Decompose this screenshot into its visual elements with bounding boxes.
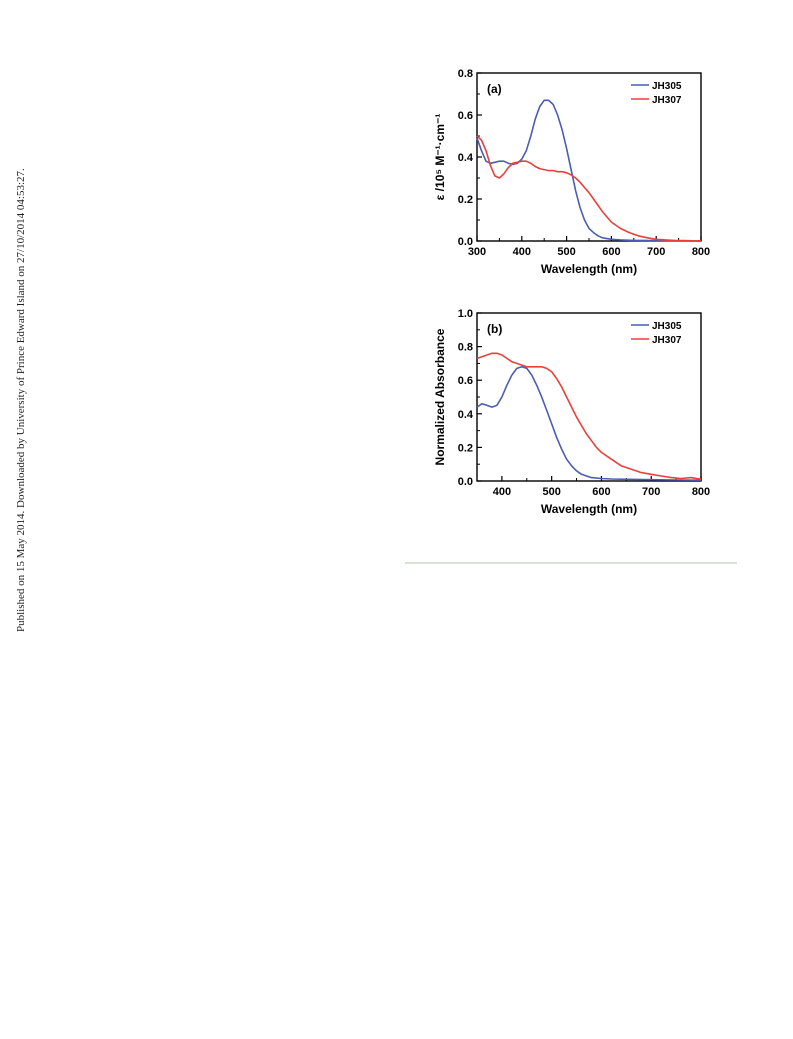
series-line-jh305	[476, 99, 702, 242]
chart-b: 400 500 600 700 800 0.0 0.2 0.4 0.6 0.8 1.0 Wavelen…	[433, 308, 710, 516]
x-tick-label: 700	[647, 246, 665, 258]
x-tick-label: 700	[642, 486, 660, 498]
y-tick-label: 0.8	[458, 68, 473, 80]
chart-a: 300 400 500 600 700 800 0.0 0.2 0.4 0.6 0.8 Wavelen…	[433, 68, 710, 276]
y-tick-label: 0.2	[458, 442, 473, 454]
x-tick-label: 400	[493, 486, 511, 498]
y-tick-label: 0.8	[458, 342, 473, 354]
y-tick-label: 0.6	[458, 375, 473, 387]
y-tick-label: 0.4	[458, 152, 474, 164]
download-notice: Published on 15 May 2014. Downloaded by …	[15, 168, 27, 632]
legend-label-jh307: JH307	[652, 95, 682, 106]
series-line-jh307	[476, 352, 702, 481]
panel-label: (b)	[487, 322, 502, 336]
y-tick-label: 0.4	[458, 409, 474, 421]
y-tick-label: 0.6	[458, 110, 473, 122]
section-divider	[405, 562, 737, 564]
x-tick-label: 500	[557, 246, 575, 258]
legend-label-jh305: JH305	[652, 81, 682, 92]
y-tick-label: 0.0	[458, 476, 473, 488]
y-axis-label: Normalized Absorbance	[433, 328, 447, 465]
x-tick-label: 300	[468, 246, 486, 258]
y-tick-label: 0.0	[458, 236, 473, 248]
x-tick-label: 800	[692, 486, 710, 498]
y-tick-label: 0.2	[458, 194, 473, 206]
x-axis-label: Wavelength (nm)	[541, 502, 637, 516]
x-axis-label: Wavelength (nm)	[541, 262, 637, 276]
x-tick-label: 400	[513, 246, 531, 258]
series-line-jh305	[476, 366, 702, 481]
legend-label-jh305: JH305	[652, 321, 682, 332]
x-tick-label: 500	[542, 486, 560, 498]
y-tick-label: 1.0	[458, 308, 473, 320]
x-tick-label: 600	[592, 486, 610, 498]
legend-label-jh307: JH307	[652, 335, 682, 346]
series-line-jh307	[476, 135, 701, 242]
x-tick-label: 600	[602, 246, 620, 258]
y-axis-label: ε /10⁵ M⁻¹·cm⁻¹	[433, 114, 447, 201]
panel-label: (a)	[487, 82, 502, 96]
x-tick-label: 800	[692, 246, 710, 258]
